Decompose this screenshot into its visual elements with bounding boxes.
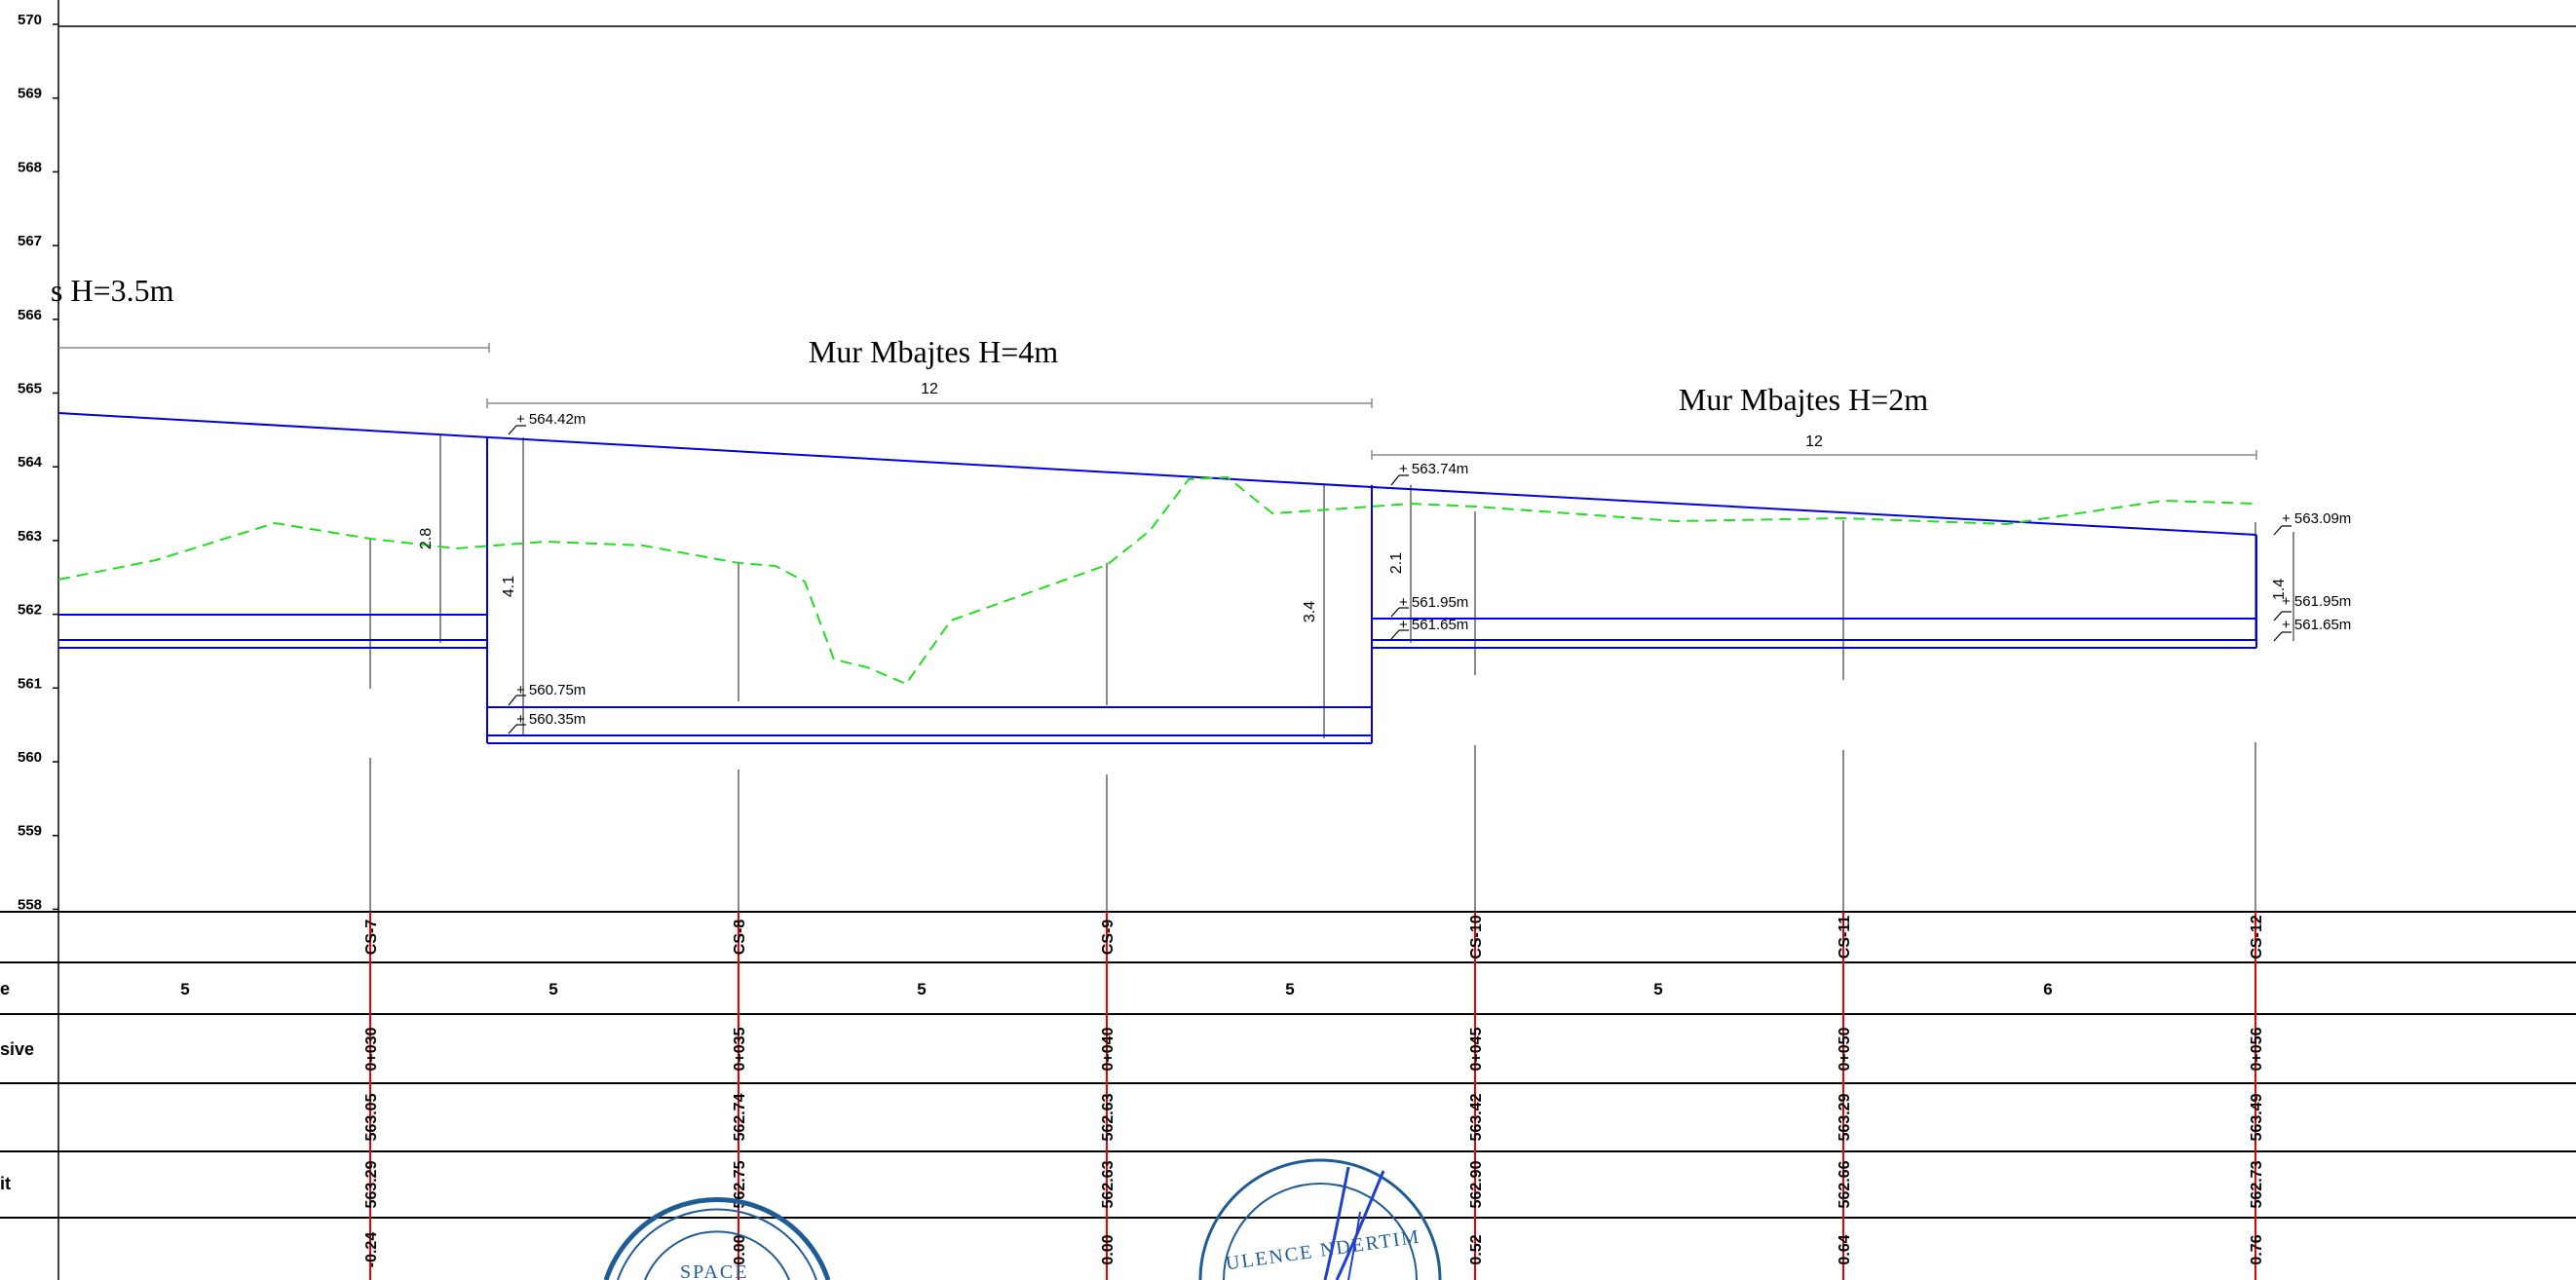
elevation-tick-label: 567 <box>18 233 42 249</box>
level-label: + 560.75m <box>516 682 586 698</box>
progressive-cell: 0+035 <box>732 1027 748 1071</box>
section-label: CS-9 <box>1100 920 1117 956</box>
terrain-elevation-cell: 563.29 <box>363 1160 380 1208</box>
elevation-tick-label: 560 <box>18 749 42 766</box>
difference-cell: 0.00 <box>732 1234 748 1264</box>
elevation-tick-label: 564 <box>18 454 43 471</box>
elevation-tick-label: 566 <box>18 307 42 323</box>
terrain-elevation-cell: 562.73 <box>2249 1160 2265 1208</box>
table-row-label: it <box>0 1174 11 1193</box>
company-stamp-left: SPACE <box>603 1197 831 1280</box>
level-markers: + 564.42m + 560.75m + 560.35m + 563.74m … <box>508 411 2351 734</box>
level-label: + 561.95m <box>1399 594 1468 611</box>
elevation-tick-label: 562 <box>18 602 42 619</box>
section-label: CS-7 <box>363 920 380 956</box>
elevation-tick-label: 569 <box>18 86 42 102</box>
height-label: 3.4 <box>1302 601 1318 622</box>
level-label: + 563.09m <box>2282 510 2351 527</box>
section-label: CS-10 <box>1468 915 1485 959</box>
difference-cell: 0.76 <box>2249 1234 2265 1264</box>
height-label: 4.1 <box>501 576 517 597</box>
elevation-tick-label: 558 <box>18 896 42 913</box>
design-elevation-cell: 563.29 <box>1837 1093 1853 1141</box>
difference-cell: -0.24 <box>363 1232 380 1268</box>
distance-cell: 6 <box>2043 980 2052 998</box>
design-elevation-cell: 562.74 <box>732 1093 748 1141</box>
height-label: 2.1 <box>1388 552 1405 574</box>
distance-cell: 5 <box>1653 980 1662 998</box>
station-lines <box>369 434 2294 912</box>
wall-titles: s H=3.5m Mur Mbajtes H=4m 12 Mur Mbajtes… <box>51 273 2257 460</box>
level-label: + 560.35m <box>516 711 586 728</box>
height-label: 1.4 <box>2271 579 2288 600</box>
progressive-cell: 0+056 <box>2249 1027 2265 1071</box>
company-stamp-right: ULENCE NDERTIM <box>1198 1158 1442 1280</box>
section-label: CS-8 <box>732 920 748 956</box>
terrain-elevation-cell: 562.90 <box>1468 1160 1485 1208</box>
level-label: + 564.42m <box>516 411 586 428</box>
difference-cell: 0.00 <box>1100 1234 1117 1264</box>
dimension-label-h2: 12 <box>1805 433 1823 450</box>
stamp-text: ULENCE NDERTIM <box>1225 1226 1422 1275</box>
difference-cell: 0.52 <box>1468 1234 1485 1264</box>
distance-cell: 5 <box>1285 980 1294 998</box>
signature-stroke <box>1335 1170 1385 1280</box>
design-elevation-cell: 563.49 <box>2249 1093 2265 1141</box>
difference-cell: 0.64 <box>1837 1234 1853 1264</box>
design-profile <box>57 412 2257 744</box>
elevation-tick-label: 568 <box>18 159 42 175</box>
elevation-tick-label: 561 <box>18 675 42 692</box>
section-label: CS-12 <box>2249 915 2265 959</box>
height-labels: 2.8 4.1 3.4 2.1 1.4 <box>418 528 2288 622</box>
stamp-text: SPACE <box>680 1261 748 1280</box>
distance-cell: 5 <box>549 980 557 998</box>
terrain-elevation-cell: 562.75 <box>732 1160 748 1208</box>
station-markers <box>369 912 2256 1280</box>
wall-title-h4: Mur Mbajtes H=4m <box>809 334 1058 369</box>
level-label: + 563.74m <box>1399 461 1468 477</box>
wall-title-left: s H=3.5m <box>51 273 174 308</box>
progressive-cell: 0+040 <box>1100 1027 1117 1071</box>
level-label: + 561.65m <box>2282 617 2351 633</box>
design-elevation-cell: 562.63 <box>1100 1093 1117 1141</box>
terrain-elevation-cell: 562.66 <box>1837 1160 1853 1208</box>
distance-cell: 5 <box>180 980 189 998</box>
wall-title-h2: Mur Mbajtes H=2m <box>1679 382 1928 417</box>
design-elevation-cell: 563.42 <box>1468 1093 1485 1141</box>
terrain-line <box>57 475 2257 686</box>
signature-stroke <box>1347 1211 1361 1280</box>
table-row-label: sive <box>0 1039 34 1059</box>
elevation-tick-label: 563 <box>18 528 42 545</box>
design-grade-line <box>57 412 2257 536</box>
elevation-tick-label: 570 <box>18 12 42 28</box>
elevation-tick-label: 559 <box>18 823 42 840</box>
table-row-label: e <box>0 979 10 998</box>
progressive-cell: 0+050 <box>1837 1027 1853 1071</box>
design-elevation-cell: 563.05 <box>363 1093 380 1141</box>
section-label: CS-11 <box>1837 916 1853 960</box>
dimension-label-h4: 12 <box>921 381 938 397</box>
level-label: + 561.95m <box>2282 593 2351 610</box>
progressive-cell: 0+030 <box>363 1027 380 1071</box>
profile-table: e sive it CS-7 CS-8 CS-9 CS-10 CS-11 CS-12 0+0… <box>0 911 2576 1280</box>
level-label: + 561.65m <box>1399 617 1468 633</box>
terrain-elevation-cell: 562.63 <box>1100 1160 1117 1208</box>
distance-cell: 5 <box>917 980 926 998</box>
signature-stroke <box>1323 1166 1350 1280</box>
height-label: 2.8 <box>418 528 435 549</box>
progressive-cell: 0+045 <box>1468 1027 1485 1071</box>
elevation-tick-label: 565 <box>18 381 42 397</box>
